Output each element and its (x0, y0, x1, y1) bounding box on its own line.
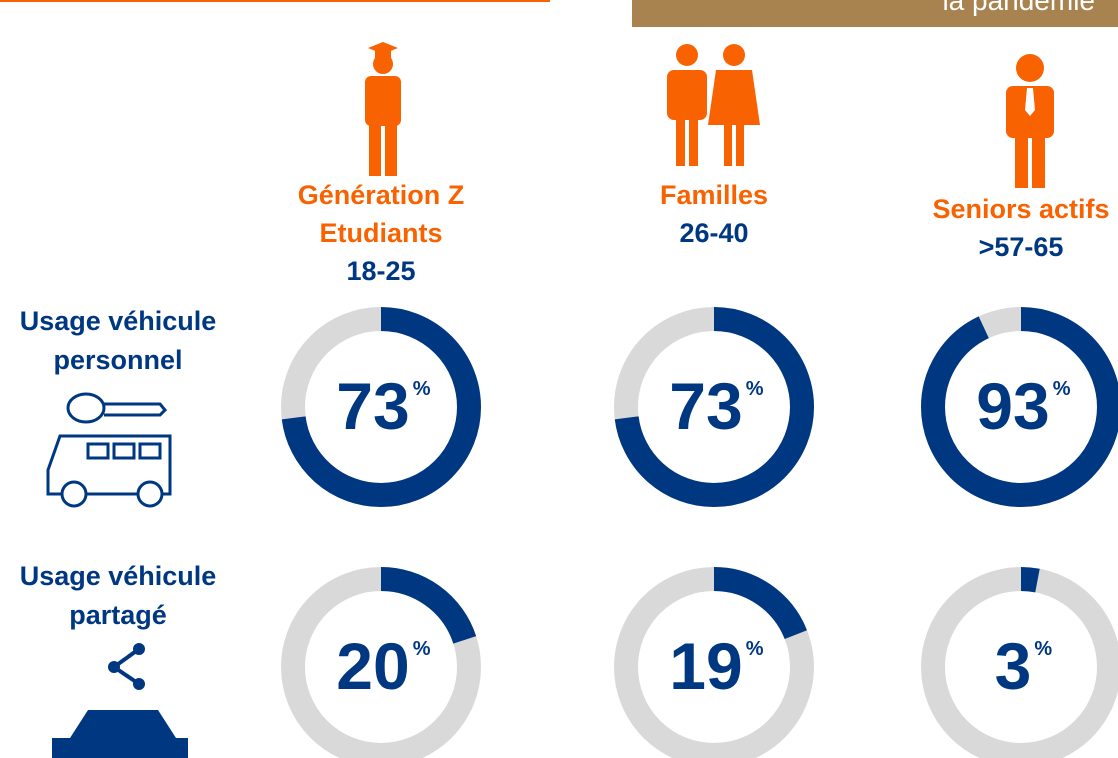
student-icon (365, 42, 401, 176)
donut-value: 93 (976, 369, 1049, 443)
group-name: Familles (660, 180, 768, 210)
row-label: Usage véhicule (20, 306, 217, 336)
group-age: >57-65 (979, 232, 1064, 262)
donut-unit: % (1053, 378, 1071, 400)
group-subname: Etudiants (319, 218, 442, 248)
group-name: Seniors actifs (932, 194, 1109, 224)
group-name: Génération Z (298, 180, 465, 210)
donut-unit: % (746, 378, 764, 400)
donut-unit: % (413, 378, 431, 400)
group-age: 18-25 (346, 256, 415, 286)
row-label: partagé (69, 600, 167, 630)
row-label: personnel (53, 345, 182, 375)
donut-value: 19 (669, 629, 742, 703)
row-label: Usage véhicule (20, 561, 217, 591)
family-icon (667, 44, 760, 166)
banner-text: la pandémie (942, 0, 1095, 16)
donut-unit: % (1034, 638, 1052, 660)
donut-unit: % (746, 638, 764, 660)
infographic: la pandémie Génération Z Etudiants 18-25 Fa… (0, 0, 1118, 758)
donut-value: 20 (336, 629, 409, 703)
senior-icon (1006, 54, 1054, 188)
donut-unit: % (413, 638, 431, 660)
share-car-icon (52, 643, 188, 758)
group-age: 26-40 (679, 218, 748, 248)
donut-value: 73 (669, 369, 742, 443)
car-key-icon (48, 394, 170, 506)
page: la pandémie Génération Z Etudiants 18-25 Fa… (0, 0, 1118, 758)
donut-value: 73 (336, 369, 409, 443)
donut-value: 3 (995, 629, 1032, 703)
